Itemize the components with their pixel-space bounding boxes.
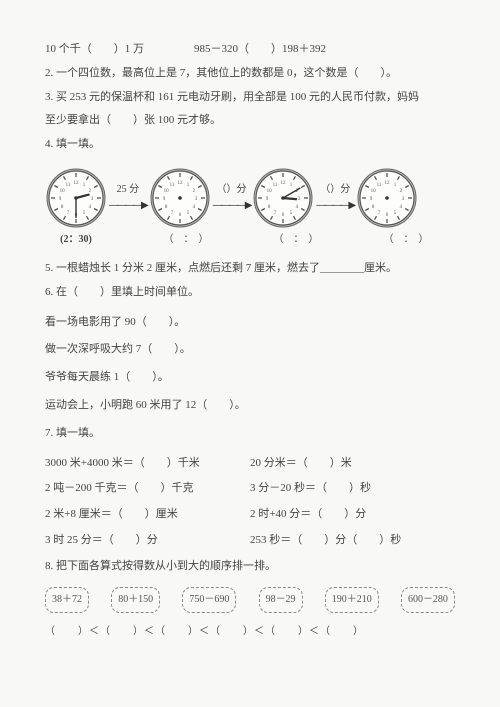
question-6: 6. 在（ ）里填上时间单位。	[45, 283, 455, 303]
q1-left: 10 个千（ ）1 万	[45, 40, 144, 60]
q7-a: 3000 米+4000 米＝（ ）千米	[45, 454, 250, 474]
expression-boxes: 38＋72 80＋150 750－690 98－29 190＋210 600－2…	[45, 587, 455, 613]
svg-text:12: 12	[281, 181, 287, 186]
q7-b: 20 分米＝（ ）米	[250, 454, 455, 474]
compare-line: （ ）＜（ ）＜（ ）＜（ ）＜（ ）＜（ ）	[45, 623, 455, 641]
question-3-line1: 3. 买 253 元的保温杯和 161 元电动牙刷，用全部是 100 元的人民币…	[45, 88, 455, 108]
svg-text:11: 11	[377, 183, 382, 188]
expr-3: 750－690	[182, 587, 236, 613]
arrow-3: （）分 ————▶	[316, 181, 354, 215]
q7-c: 2 吨－200 千克＝（ ）千克	[45, 479, 250, 499]
svg-text:10: 10	[163, 189, 169, 194]
svg-text:10: 10	[267, 189, 273, 194]
question-1-row: 10 个千（ ）1 万 985－320（ ）198＋392	[45, 40, 455, 60]
svg-text:11: 11	[169, 183, 174, 188]
question-3-line2: 至少要拿出（ ）张 100 元才够。	[45, 111, 455, 131]
clock-3-label: （ ： ）	[265, 231, 327, 249]
question-8: 8. 把下面各算式按得数从小到大的顺序排一排。	[45, 557, 455, 577]
question-2: 2. 一个四位数，最高位上是 7，其他位上的数都是 0，这个数是（ ）。	[45, 64, 455, 84]
expr-2: 80＋150	[111, 587, 160, 613]
question-7-grid: 3000 米+4000 米＝（ ）千米 20 分米＝（ ）米 2 吨－200 千…	[45, 454, 455, 557]
q7-d: 3 分－20 秒＝（ ）秒	[250, 479, 455, 499]
expr-5: 190＋210	[325, 587, 379, 613]
clock-3: 121234567891011	[252, 167, 314, 229]
q1-right: 985－320（ ）198＋392	[194, 40, 326, 60]
clock-4-label: （ ： ）	[375, 231, 437, 249]
svg-text:10: 10	[60, 189, 66, 194]
q7-g: 3 时 25 分＝（ ）分	[45, 531, 250, 551]
clock-2: 121234567891011	[149, 167, 211, 229]
clock-1: 121234567891011	[45, 167, 107, 229]
svg-text:12: 12	[177, 181, 183, 186]
svg-text:10: 10	[371, 189, 377, 194]
question-4: 4. 填一填。	[45, 135, 455, 155]
question-7-title: 7. 填一填。	[45, 424, 455, 444]
expr-1: 38＋72	[45, 587, 89, 613]
clock-1-label: (2：30)	[45, 231, 107, 249]
q6-item-a: 看一场电影用了 90（ ）。	[45, 313, 455, 333]
question-5: 5. 一根蜡烛长 1 分米 2 厘米，点燃后还剩 7 厘米，燃去了_______…	[45, 259, 455, 279]
q6-item-b: 做一次深呼吸大约 7（ ）。	[45, 340, 455, 360]
q6-item-d: 运动会上，小明跑 60 米用了 12（ ）。	[45, 396, 455, 416]
clock-2-label: （ ： ）	[155, 231, 217, 249]
svg-text:11: 11	[273, 183, 278, 188]
expr-6: 600－280	[401, 587, 455, 613]
expr-4: 98－29	[259, 587, 303, 613]
svg-text:12: 12	[74, 181, 80, 186]
arrow-2: （）分 ————▶	[213, 181, 251, 215]
arrow-1: 25 分 ————▶	[109, 181, 147, 215]
arrow-2-label: ）分	[227, 184, 247, 195]
q7-f: 2 时+40 分＝（ ）分	[250, 505, 455, 525]
arrow-3-label: ）分	[330, 184, 350, 195]
q7-h: 253 秒＝（ ）分（ ）秒	[250, 531, 455, 551]
q7-e: 2 米+8 厘米＝（ ）厘米	[45, 505, 250, 525]
q6-item-c: 爷爷每天晨练 1（ ）。	[45, 368, 455, 388]
svg-text:12: 12	[385, 181, 391, 186]
clocks-figure: 121234567891011 25 分 ————▶ 1212345678910…	[45, 167, 455, 249]
clock-4: 121234567891011	[356, 167, 418, 229]
svg-text:11: 11	[66, 183, 71, 188]
